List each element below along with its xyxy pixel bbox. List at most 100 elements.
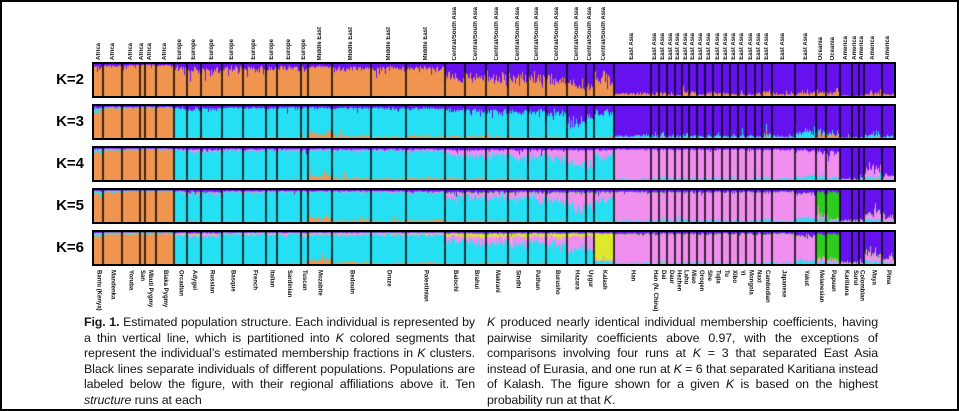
region-label: East Asia — [731, 33, 738, 60]
population-label: Miao — [690, 270, 697, 284]
region-label: Central/South Asia — [472, 6, 479, 60]
region-label: Africa — [109, 42, 116, 60]
population-label: Dai — [659, 270, 666, 280]
population-label: Sardinian — [285, 270, 292, 298]
population-label: Italian — [268, 270, 275, 288]
caption-text: produced nearly identical individual mem… — [487, 315, 878, 361]
figure-number: Fig. 1. — [84, 315, 120, 329]
structure-plot-k6 — [92, 230, 896, 266]
population-label: Mongola — [747, 270, 754, 295]
population-label: Uygur — [587, 270, 594, 288]
region-label: Oceania — [829, 36, 836, 60]
region-label: Central/South Asia — [553, 6, 560, 60]
population-label: Maya — [870, 270, 877, 286]
region-label: East Asia — [706, 33, 713, 60]
caption-text: K — [673, 361, 682, 376]
population-label: Makrani — [493, 270, 500, 293]
region-label: East Asia — [698, 33, 705, 60]
caption-text: clusters. Black lines separate individua… — [84, 346, 475, 392]
population-label: Yi — [739, 270, 746, 276]
region-label: America — [842, 36, 849, 60]
region-label: Central/South Asia — [573, 6, 580, 60]
region-label: Africa — [95, 42, 102, 60]
population-label: Tuscan — [301, 270, 308, 291]
caption-text: K — [417, 346, 426, 361]
region-label: Europe — [177, 39, 184, 60]
caption-text: Estimated population structure. Each ind… — [84, 315, 475, 345]
caption-text: K — [603, 392, 612, 407]
region-label: Central/South Asia — [587, 6, 594, 60]
population-label: Surui — [852, 270, 859, 286]
caption-text: colored segments that represent the indi… — [84, 330, 475, 361]
region-label: Africa — [127, 42, 134, 60]
row-label-k5: K=5 — [56, 197, 84, 214]
caption-text: . — [611, 392, 616, 407]
structure-plot-k3 — [92, 104, 896, 140]
region-label: Europe — [301, 39, 308, 60]
population-label: She — [706, 270, 713, 282]
region-label: Africa — [147, 42, 154, 60]
population-label: Han — [629, 270, 636, 282]
region-label: Central/South Asia — [493, 6, 500, 60]
region-label: Africa — [161, 42, 168, 60]
population-label: Oroqen — [698, 270, 705, 292]
region-label: Africa — [139, 42, 146, 60]
region-label: East Asia — [714, 33, 721, 60]
region-label: East Asia — [802, 33, 809, 60]
population-label: Pathan — [534, 270, 541, 291]
region-label: Central/South Asia — [601, 6, 608, 60]
population-label: Bedouin — [348, 270, 355, 294]
population-label: Melanesian — [818, 270, 824, 303]
caption-text: structure — [84, 392, 132, 407]
population-label: Naxi — [755, 270, 762, 283]
region-label: East Asia — [780, 33, 787, 60]
row-label-k2: K=2 — [56, 71, 84, 88]
population-label: Cambodian — [763, 270, 770, 303]
caption-text: = 3 that separated East Asia instead of … — [487, 346, 878, 376]
population-label: Palestinian — [422, 270, 429, 302]
population-label: Yakut — [802, 270, 809, 287]
figure-caption-right-column: K produced nearly identical individual m… — [487, 315, 878, 409]
row-label-k3: K=3 — [56, 113, 84, 130]
region-label: East Asia — [651, 33, 658, 60]
row-label-k6: K=6 — [56, 239, 84, 256]
population-label: Mbuti Pygmy — [147, 270, 154, 308]
region-label: Middle East — [422, 26, 429, 60]
region-label: Europe — [285, 39, 292, 60]
region-label: Central/South Asia — [514, 6, 521, 60]
population-label: Tujia — [714, 270, 721, 284]
region-label: East Asia — [723, 33, 730, 60]
population-label: Adygei — [191, 270, 197, 291]
population-label: Lahu — [682, 270, 689, 285]
population-label: Xibo — [731, 270, 738, 283]
caption-text: K — [487, 315, 496, 329]
population-label: Karitiana — [842, 270, 849, 296]
region-label: Middle East — [348, 26, 355, 60]
region-label: East Asia — [755, 33, 762, 60]
region-label: America — [858, 36, 865, 60]
row-label-k4: K=4 — [56, 155, 84, 172]
region-label: Oceania — [818, 36, 824, 60]
population-label: Colombian — [858, 270, 865, 301]
population-label: Druze — [385, 270, 392, 287]
population-label: Mozabite — [316, 270, 323, 296]
population-label: Tu — [723, 270, 730, 277]
region-label: America — [885, 36, 892, 60]
population-label: Kalash — [601, 270, 608, 290]
region-label: Central/South Asia — [452, 6, 459, 60]
population-label: Daur — [667, 270, 674, 284]
caption-text: K — [725, 377, 735, 392]
region-label: East Asia — [629, 33, 636, 60]
caption-text: K — [335, 330, 344, 345]
region-label: Central/South Asia — [534, 6, 541, 60]
population-label: Hazara — [573, 270, 580, 290]
region-label: East Asia — [763, 33, 770, 60]
caption-text: K — [692, 346, 701, 361]
population-label: Basque — [229, 270, 236, 292]
population-label: Han (N. China) — [651, 270, 658, 312]
population-label: French — [251, 270, 258, 291]
population-label: Sindhi — [514, 270, 521, 289]
region-label: East Asia — [659, 33, 666, 60]
region-label: America — [870, 36, 877, 60]
